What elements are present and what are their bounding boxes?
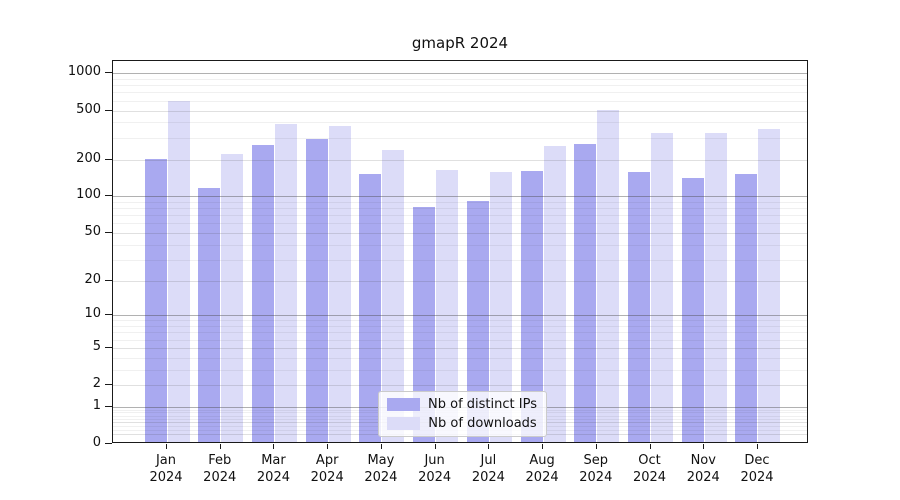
bar-nb-of-downloads-jan-2024 — [167, 101, 190, 442]
x-tick-label: Nov 2024 — [686, 453, 720, 485]
bar-nb-of-distinct-ips-feb-2024 — [198, 187, 221, 442]
legend-item-distinct-ips: Nb of distinct IPs — [387, 397, 538, 412]
x-tick-label: Apr 2024 — [310, 453, 344, 485]
y-tick-mark — [105, 443, 112, 444]
y-tick-label: 5 — [92, 338, 101, 354]
y-tick-label: 0 — [92, 435, 101, 450]
x-tick-mark — [219, 444, 221, 449]
legend: Nb of distinct IPs Nb of downloads — [378, 391, 547, 437]
y-tick-mark — [105, 232, 112, 234]
bar-nb-of-distinct-ips-mar-2024 — [251, 145, 274, 442]
y-tick-mark — [105, 109, 112, 111]
x-tick-mark — [488, 444, 490, 449]
bar-nb-of-distinct-ips-jun-2024 — [413, 206, 436, 442]
y-tick-mark — [105, 405, 112, 407]
gridline — [113, 73, 807, 75]
bar-nb-of-distinct-ips-sep-2024 — [574, 143, 597, 442]
gridline — [113, 122, 807, 124]
legend-swatch-downloads — [387, 417, 420, 430]
x-tick-label: Jan 2024 — [149, 453, 183, 485]
x-tick-label: Dec 2024 — [740, 453, 774, 485]
gridline — [113, 110, 807, 112]
gridline — [113, 100, 807, 102]
gridline — [113, 159, 807, 161]
y-tick-label: 20 — [84, 271, 101, 287]
y-tick-mark — [105, 72, 112, 74]
bar-nb-of-downloads-dec-2024 — [758, 129, 781, 442]
y-tick-label: 50 — [84, 224, 101, 240]
bar-nb-of-distinct-ips-jan-2024 — [144, 158, 167, 442]
bar-nb-of-distinct-ips-jul-2024 — [466, 201, 489, 442]
bar-nb-of-downloads-mar-2024 — [274, 124, 297, 442]
bar-nb-of-downloads-apr-2024 — [328, 126, 351, 442]
gridline — [113, 92, 807, 94]
bar-nb-of-distinct-ips-apr-2024 — [305, 139, 328, 442]
x-tick-mark — [649, 444, 651, 449]
y-tick-label: 1000 — [67, 64, 101, 80]
bar-nb-of-distinct-ips-aug-2024 — [520, 171, 543, 442]
bar-nb-of-downloads-may-2024 — [382, 149, 405, 442]
gridline — [113, 79, 807, 81]
x-tick-mark — [434, 444, 436, 449]
x-tick-mark — [166, 444, 167, 449]
bar-nb-of-distinct-ips-may-2024 — [359, 174, 382, 442]
y-tick-mark — [105, 314, 112, 316]
legend-swatch-distinct-ips — [387, 398, 420, 411]
x-tick-label: Oct 2024 — [632, 453, 667, 485]
y-tick-label: 500 — [76, 101, 101, 117]
bar-nb-of-downloads-sep-2024 — [597, 110, 620, 442]
y-tick-label: 200 — [76, 150, 101, 166]
x-tick-label: Jun 2024 — [418, 453, 452, 485]
x-tick-label: May 2024 — [364, 453, 398, 485]
y-tick-label: 1 — [92, 397, 101, 413]
bar-nb-of-distinct-ips-nov-2024 — [681, 177, 704, 442]
y-tick-mark — [105, 384, 112, 386]
y-tick-mark — [105, 158, 112, 160]
bar-nb-of-distinct-ips-oct-2024 — [628, 172, 651, 442]
chart-title: gmapR 2024 — [411, 34, 509, 52]
bar-nb-of-downloads-feb-2024 — [221, 154, 244, 442]
x-tick-mark — [327, 444, 329, 449]
bar-nb-of-distinct-ips-dec-2024 — [735, 174, 758, 442]
plot-area — [112, 60, 808, 443]
legend-item-downloads: Nb of downloads — [387, 416, 538, 431]
legend-label-downloads: Nb of downloads — [428, 416, 537, 431]
legend-label-distinct-ips: Nb of distinct IPs — [428, 397, 537, 412]
x-tick-mark — [380, 444, 382, 449]
bar-nb-of-downloads-aug-2024 — [543, 145, 566, 442]
x-tick-mark — [542, 444, 544, 449]
x-tick-mark — [273, 444, 275, 449]
x-tick-mark — [595, 444, 597, 449]
x-tick-label: Sep 2024 — [579, 453, 613, 485]
bar-nb-of-downloads-nov-2024 — [704, 132, 727, 442]
y-tick-mark — [105, 195, 112, 197]
x-tick-label: Jul 2024 — [471, 453, 505, 485]
gridline — [113, 85, 807, 87]
x-tick-mark — [703, 444, 705, 449]
bar-nb-of-downloads-jun-2024 — [436, 170, 459, 442]
x-tick-label: Aug 2024 — [525, 453, 559, 485]
bar-nb-of-downloads-oct-2024 — [651, 133, 674, 442]
y-tick-label: 100 — [76, 187, 101, 203]
x-tick-label: Mar 2024 — [256, 453, 290, 485]
x-tick-mark — [756, 444, 758, 449]
bar-nb-of-downloads-jul-2024 — [489, 172, 512, 442]
x-tick-label: Feb 2024 — [203, 453, 237, 485]
gridline — [113, 137, 807, 139]
y-tick-mark — [105, 279, 112, 281]
y-tick-label: 2 — [92, 376, 101, 392]
y-tick-mark — [105, 346, 112, 348]
y-tick-label: 10 — [84, 306, 101, 322]
